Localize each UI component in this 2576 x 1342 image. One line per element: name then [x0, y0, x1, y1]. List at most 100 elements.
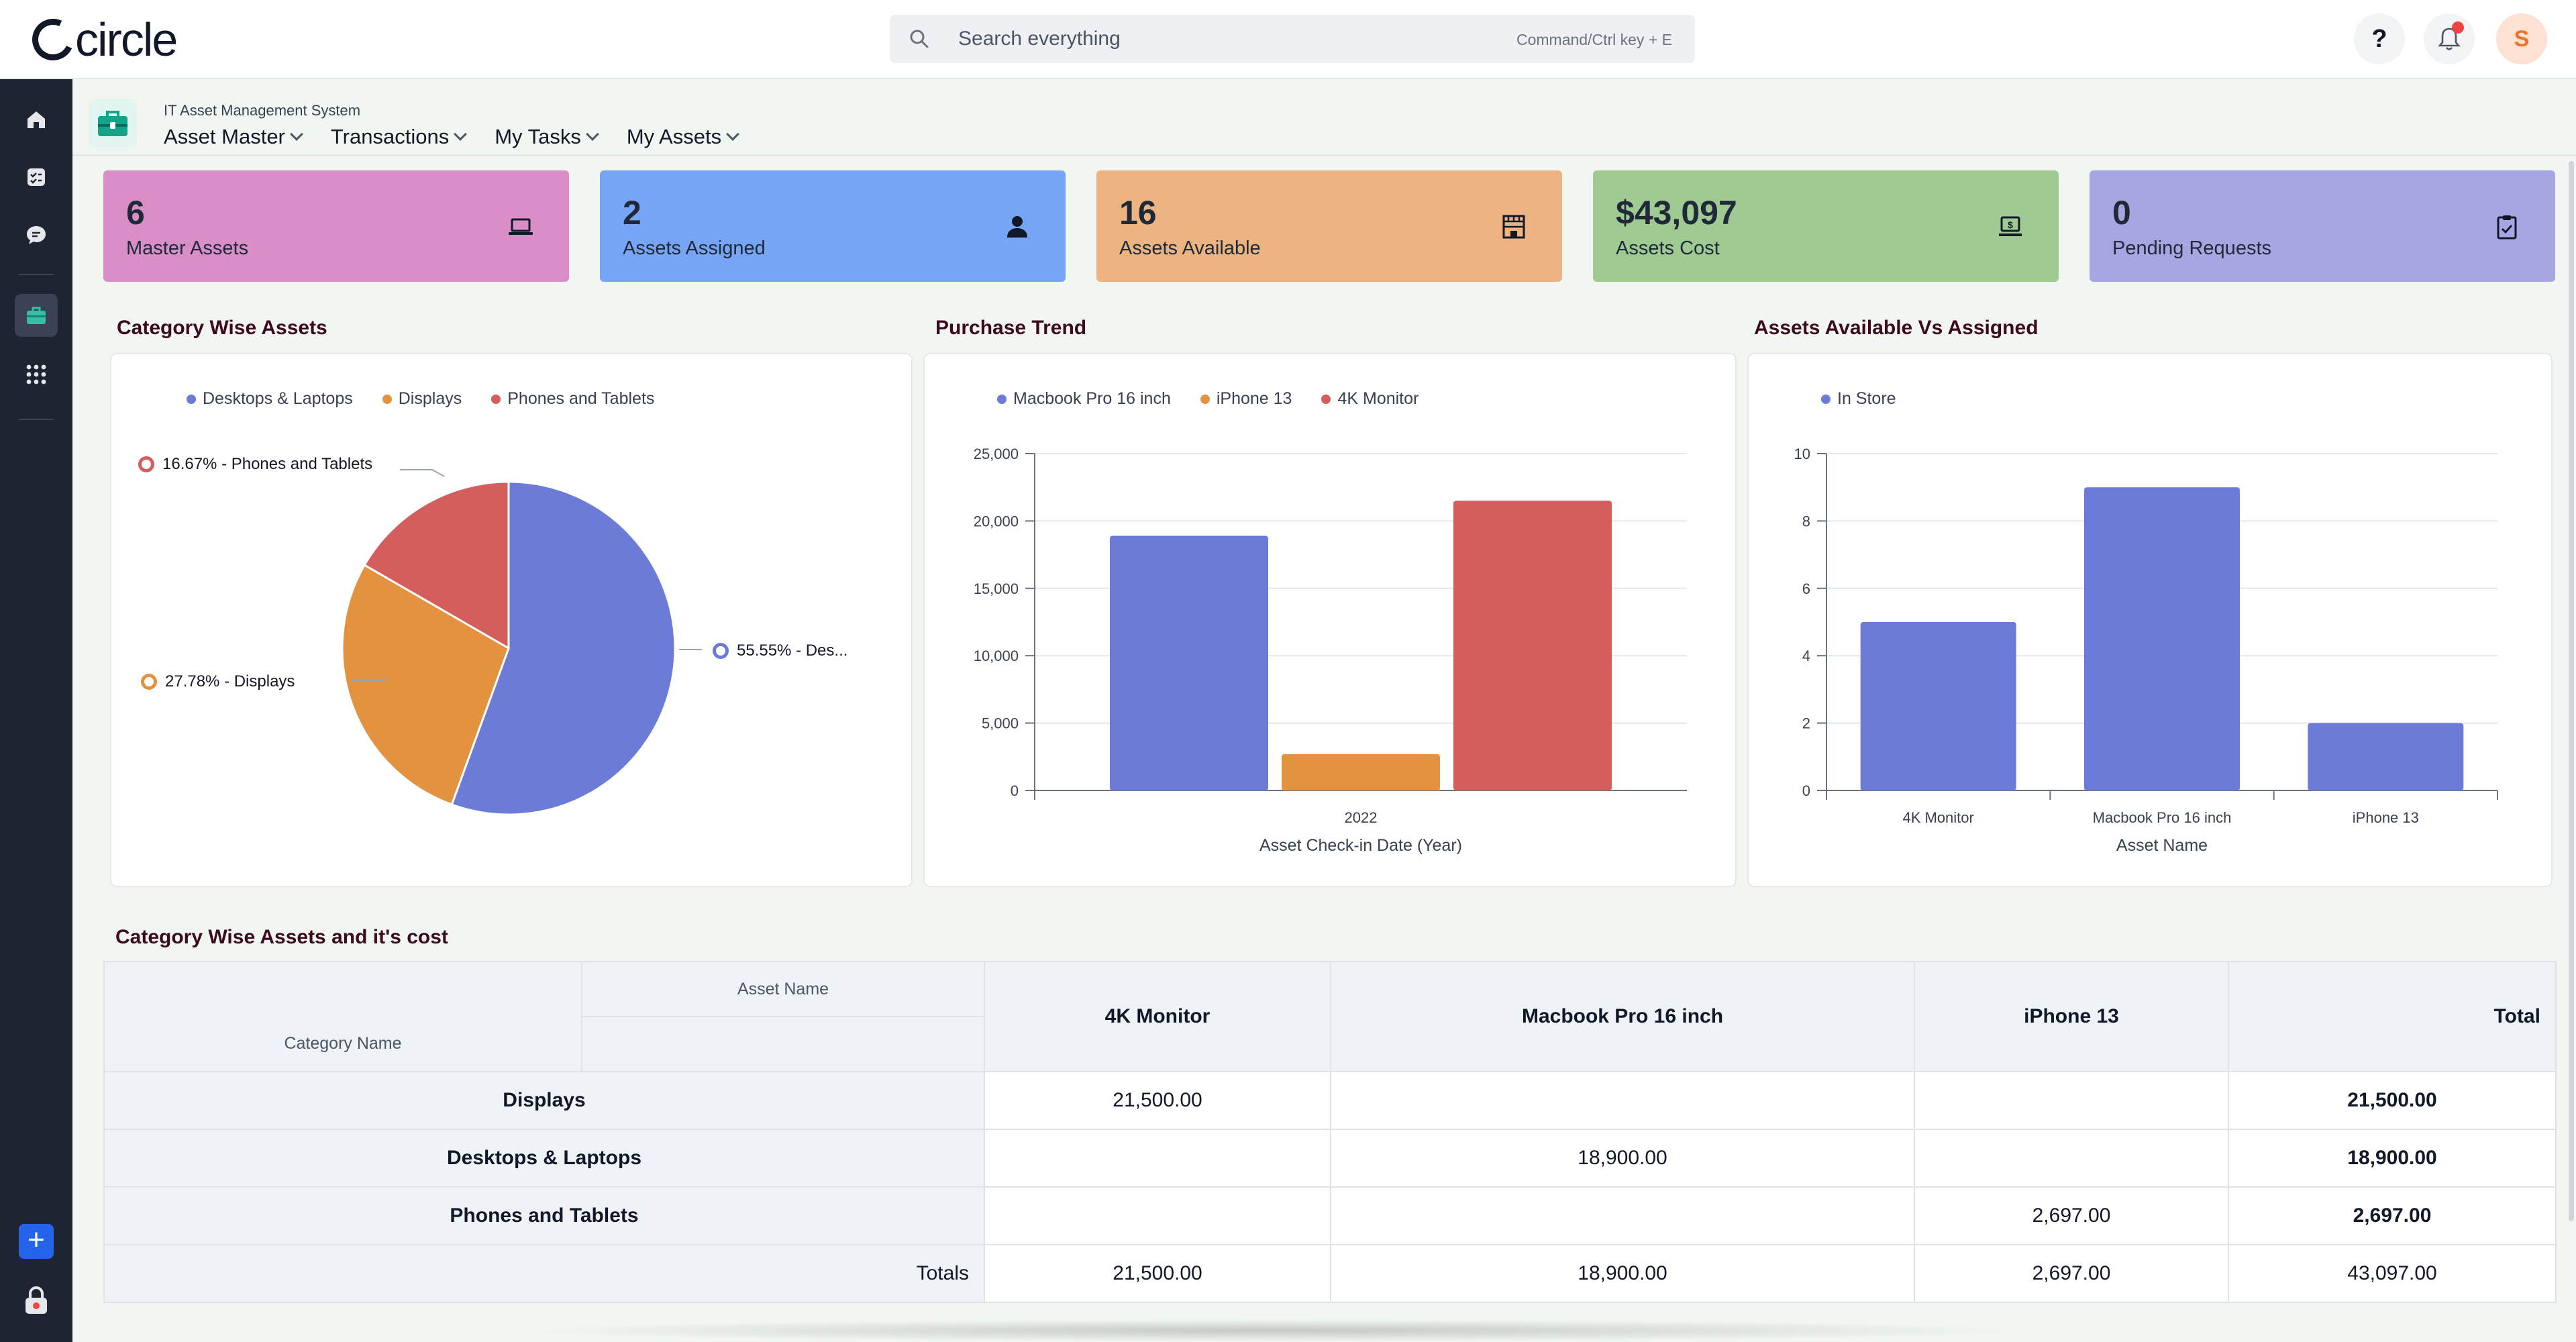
header-divider — [72, 154, 2576, 156]
kpi-value: 0 — [2112, 194, 2131, 231]
legend-label: In Store — [1837, 389, 1896, 408]
table-title: Category Wise Assets and it's cost — [115, 926, 448, 948]
store-icon — [1502, 215, 1525, 239]
purchase-trend-title: Purchase Trend — [935, 317, 1087, 339]
legend-item[interactable]: Displays — [382, 389, 462, 409]
col-header[interactable]: 4K Monitor — [984, 961, 1331, 1072]
page-scrollbar[interactable] — [2569, 161, 2574, 1221]
module-title: IT Asset Management System — [164, 102, 361, 119]
nav-my-assets[interactable]: My Assets — [627, 125, 739, 149]
available-vs-assigned-chart: 0 2 4 6 8 10 4K Monitor Macbook Pro 16 inch iPho… — [1794, 446, 2498, 855]
category-cost-table: Asset Name 4K Monitor Macbook Pro 16 inc… — [103, 961, 2557, 1303]
kpi-label: Assets Assigned — [623, 238, 766, 259]
category-name-dimension: Category Name — [103, 1017, 582, 1072]
legend-label: Displays — [398, 389, 462, 408]
kpi-value: 16 — [1119, 194, 1157, 231]
col-header-total[interactable]: Total — [2228, 961, 2557, 1072]
table-cell — [984, 1186, 1331, 1245]
legend-item[interactable]: Macbook Pro 16 inch — [997, 389, 1171, 409]
nav-transactions[interactable]: Transactions — [331, 125, 468, 149]
bar — [2308, 723, 2464, 790]
trend-legend: Macbook Pro 16 inch iPhone 13 4K Monitor — [997, 389, 1419, 409]
row-header: Desktops & Laptops — [103, 1129, 985, 1188]
legend-item[interactable]: 4K Monitor — [1321, 389, 1419, 409]
user-avatar[interactable]: S — [2496, 13, 2547, 64]
notifications-button[interactable] — [2424, 13, 2475, 64]
legend-label: Phones and Tablets — [507, 389, 655, 408]
kpi-label: Master Assets — [126, 238, 249, 259]
store-lock-icon[interactable] — [20, 1284, 52, 1317]
totals-row: Totals 21,500.00 18,900.00 2,697.00 43,0… — [103, 1244, 2557, 1303]
table-row: Phones and Tablets 2,697.00 2,697.00 — [103, 1186, 2557, 1245]
bar — [1860, 622, 2016, 790]
category-pie-panel: Desktops & Laptops Displays Phones and T… — [110, 353, 913, 887]
home-icon[interactable] — [15, 98, 58, 141]
kpi-label: Pending Requests — [2112, 238, 2271, 259]
nav-asset-master[interactable]: Asset Master — [164, 125, 303, 149]
kpi-assets-available[interactable]: 16 Assets Available — [1096, 170, 1562, 282]
kpi-assets-assigned[interactable]: 2 Assets Assigned — [600, 170, 1066, 282]
y-tick-label: 25,000 — [974, 446, 1019, 462]
table-cell-total: 21,500.00 — [2228, 1071, 2557, 1130]
module-nav: Asset Master Transactions My Tasks My As… — [164, 125, 739, 149]
sidebar-divider — [19, 419, 54, 420]
totals-cell: 18,900.00 — [1330, 1244, 1915, 1303]
x-tick-label: 4K Monitor — [1902, 809, 1973, 826]
add-button[interactable]: + — [19, 1224, 54, 1259]
legend-item[interactable]: iPhone 13 — [1200, 389, 1292, 409]
bar — [1282, 754, 1440, 790]
legend-item[interactable]: Phones and Tablets — [491, 389, 654, 409]
chat-icon[interactable] — [15, 213, 58, 256]
logo-text: circle — [75, 13, 178, 66]
legend-dot — [1821, 394, 1831, 404]
kpi-master-assets[interactable]: 6 Master Assets — [103, 170, 569, 282]
pie-label-text: 16.67% - Phones and Tablets — [162, 455, 373, 473]
kpi-pending-requests[interactable]: 0 Pending Requests — [2090, 170, 2555, 282]
tasks-icon[interactable] — [15, 156, 58, 199]
apps-grid-icon[interactable] — [15, 353, 58, 396]
totals-cell: 21,500.00 — [984, 1244, 1331, 1303]
table-row: Desktops & Laptops 18,900.00 18,900.00 — [103, 1129, 2557, 1188]
legend-dot — [1321, 394, 1331, 404]
legend-item[interactable]: In Store — [1821, 389, 1896, 409]
scroll-shadow — [510, 1319, 2040, 1342]
nav-label: My Tasks — [495, 125, 581, 148]
category-wise-title: Category Wise Assets — [117, 317, 327, 339]
pie-label-text: 55.55% - Des... — [737, 641, 848, 660]
circle-logo[interactable]: circle — [26, 13, 178, 66]
top-bar: circle Search everything Command/Ctrl ke… — [0, 0, 2576, 79]
chevron-down-icon — [289, 127, 303, 141]
pie-label-marker — [713, 643, 729, 659]
table-cell — [1914, 1129, 2229, 1188]
clipboard-icon — [2497, 215, 2517, 240]
row-header: Displays — [103, 1071, 985, 1130]
briefcase-icon[interactable] — [15, 294, 58, 337]
table-cell-total: 2,697.00 — [2228, 1186, 2557, 1245]
totals-cell: 43,097.00 — [2228, 1244, 2557, 1303]
pie-label-marker — [141, 674, 157, 690]
search-input[interactable]: Search everything — [958, 28, 1121, 50]
legend-dot — [491, 394, 501, 404]
chevron-down-icon — [454, 127, 468, 141]
totals-cell: 2,697.00 — [1914, 1244, 2229, 1303]
kpi-value: 6 — [126, 194, 145, 231]
kpi-value: $43,097 — [1616, 194, 1737, 231]
purchase-trend-panel: Macbook Pro 16 inch iPhone 13 4K Monitor… — [923, 353, 1737, 887]
table-cell: 21,500.00 — [984, 1071, 1331, 1130]
pie-slice — [363, 480, 510, 650]
x-axis-label: Asset Name — [2116, 836, 2208, 855]
legend-label: Macbook Pro 16 inch — [1013, 389, 1171, 408]
purchase-trend-chart: 0 5,000 10,000 15,000 20,000 25,000 2022 Asset … — [974, 446, 1687, 855]
nav-my-tasks[interactable]: My Tasks — [495, 125, 599, 149]
col-header[interactable]: Macbook Pro 16 inch — [1330, 961, 1915, 1072]
col-header[interactable]: iPhone 13 — [1914, 961, 2229, 1072]
available-vs-assigned-title: Assets Available Vs Assigned — [1754, 317, 2039, 339]
legend-item[interactable]: Desktops & Laptops — [187, 389, 353, 409]
help-button[interactable]: ? — [2354, 13, 2405, 64]
kpi-assets-cost[interactable]: $43,097 Assets Cost $ — [1593, 170, 2059, 282]
table-cell — [1330, 1186, 1915, 1245]
laptop-icon — [509, 218, 533, 235]
kpi-label: Assets Cost — [1616, 238, 1720, 259]
search-bar[interactable]: Search everything Command/Ctrl key + E — [890, 15, 1695, 63]
search-shortcut-hint: Command/Ctrl key + E — [1516, 31, 1672, 48]
